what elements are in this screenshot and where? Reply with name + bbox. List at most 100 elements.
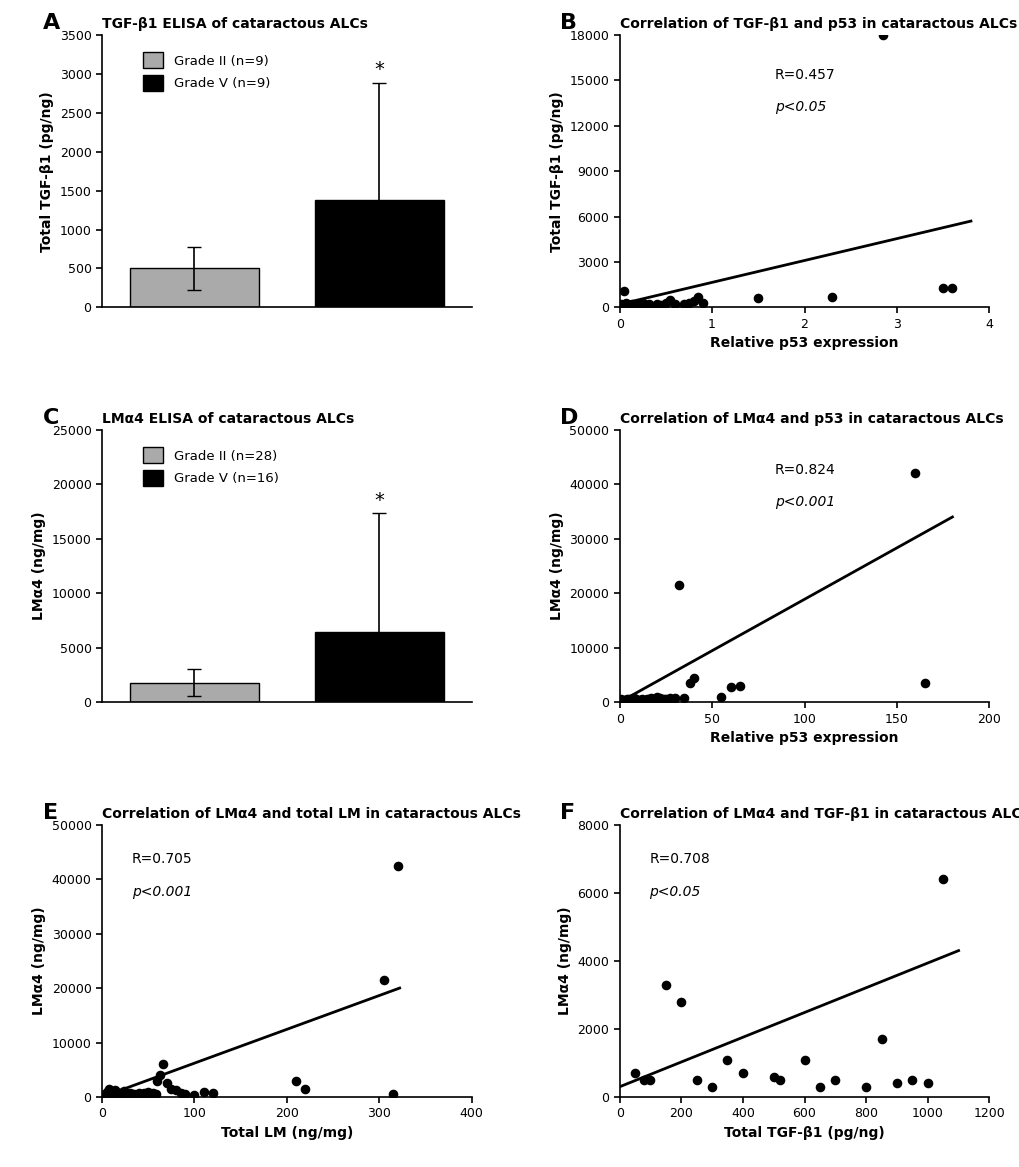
Point	[666, 689, 683, 707]
Point	[99, 1082, 115, 1100]
Point	[934, 869, 951, 888]
Point	[631, 691, 647, 710]
Point	[622, 691, 638, 710]
Legend: Grade II (n=9), Grade V (n=9): Grade II (n=9), Grade V (n=9)	[138, 47, 275, 97]
Point	[627, 296, 643, 315]
Point	[916, 673, 932, 692]
Point	[644, 690, 660, 708]
Point	[676, 295, 692, 314]
Text: D: D	[560, 408, 579, 428]
Point	[643, 296, 659, 315]
Bar	[129, 683, 259, 703]
Point	[621, 296, 637, 315]
Point	[375, 971, 391, 990]
Point	[136, 1083, 152, 1102]
Point	[196, 1082, 212, 1100]
Y-axis label: LMα4 (ng/mg): LMα4 (ng/mg)	[549, 511, 564, 621]
Point	[123, 1084, 140, 1103]
Point	[666, 294, 683, 313]
Bar	[314, 633, 443, 703]
Point	[637, 691, 653, 710]
Point	[631, 295, 647, 314]
Point	[903, 1070, 919, 1089]
Point	[116, 1082, 132, 1100]
Point	[642, 1070, 658, 1089]
Point	[888, 1074, 904, 1092]
X-axis label: Total LM (ng/mg): Total LM (ng/mg)	[220, 1126, 353, 1140]
Point	[114, 1084, 130, 1103]
Point	[620, 295, 636, 314]
Point	[108, 1084, 124, 1103]
Point	[100, 1086, 116, 1105]
Legend: Grade II (n=28), Grade V (n=16): Grade II (n=28), Grade V (n=16)	[138, 442, 283, 491]
Point	[685, 292, 701, 310]
Point	[934, 278, 951, 296]
Point	[749, 289, 765, 308]
Point	[688, 1070, 704, 1089]
Text: LMα4 ELISA of cataractous ALCs: LMα4 ELISA of cataractous ALCs	[102, 412, 354, 426]
Point	[661, 291, 678, 309]
Point	[657, 690, 674, 708]
Point	[657, 976, 674, 994]
Point	[731, 677, 747, 696]
Point	[177, 1084, 194, 1103]
Point	[712, 687, 729, 706]
Point	[919, 1074, 935, 1092]
Point	[718, 1050, 735, 1069]
X-axis label: Relative p53 expression: Relative p53 expression	[709, 336, 898, 350]
Point	[811, 1077, 827, 1096]
Text: *: *	[374, 491, 384, 510]
Point	[105, 1084, 121, 1103]
Point	[630, 691, 646, 710]
Point	[624, 689, 640, 707]
Point	[621, 690, 637, 708]
Point	[796, 1050, 812, 1069]
Point	[690, 287, 706, 306]
Point	[648, 687, 664, 706]
Point	[872, 1029, 889, 1048]
Point	[907, 464, 923, 483]
Point	[287, 1071, 304, 1090]
Point	[205, 1083, 221, 1102]
Point	[685, 669, 701, 687]
Point	[389, 857, 406, 875]
Point	[651, 689, 667, 707]
Point	[128, 1086, 145, 1105]
Point	[676, 689, 692, 707]
Y-axis label: Total TGF-β1 (pg/ng): Total TGF-β1 (pg/ng)	[549, 91, 564, 252]
Point	[622, 295, 638, 314]
Point	[612, 690, 629, 708]
Point	[126, 1085, 143, 1104]
Point	[616, 691, 633, 710]
Point	[149, 1071, 165, 1090]
Point	[627, 1064, 643, 1083]
Point	[623, 295, 639, 314]
Point	[158, 1074, 174, 1092]
Point	[671, 575, 687, 594]
Point	[107, 1081, 123, 1099]
Point	[648, 295, 664, 314]
Text: Correlation of TGF-β1 and p53 in cataractous ALCs: Correlation of TGF-β1 and p53 in catarac…	[620, 18, 1016, 32]
Point	[771, 1070, 788, 1089]
Point	[110, 1083, 126, 1102]
Point	[626, 689, 642, 707]
Y-axis label: LMα4 (ng/mg): LMα4 (ng/mg)	[557, 907, 571, 1015]
Text: p<0.05: p<0.05	[774, 100, 825, 114]
Point	[611, 692, 628, 711]
Y-axis label: LMα4 (ng/mg): LMα4 (ng/mg)	[33, 511, 46, 621]
Point	[635, 691, 651, 710]
Point	[140, 1082, 156, 1100]
Point	[657, 293, 674, 312]
Point	[826, 1070, 843, 1089]
Point	[167, 1081, 184, 1099]
Point	[625, 296, 641, 315]
Text: C: C	[43, 408, 59, 428]
Point	[112, 1084, 128, 1103]
Point	[655, 690, 672, 708]
Point	[857, 1077, 873, 1096]
Text: p<0.05: p<0.05	[649, 885, 700, 899]
Point	[660, 689, 677, 707]
Point	[641, 690, 657, 708]
Point	[132, 1084, 149, 1103]
Point	[121, 1084, 138, 1103]
